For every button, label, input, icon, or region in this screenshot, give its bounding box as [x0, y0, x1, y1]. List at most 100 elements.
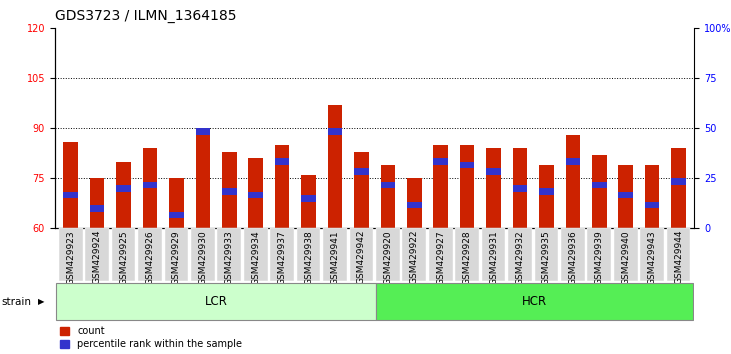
Bar	[645, 202, 659, 208]
Bar	[112, 228, 135, 281]
Bar	[381, 182, 395, 188]
Text: GSM429932: GSM429932	[515, 230, 525, 285]
Text: GSM429943: GSM429943	[648, 230, 656, 285]
Bar	[143, 148, 157, 228]
Bar	[64, 192, 78, 198]
Bar	[169, 178, 183, 228]
Bar	[275, 158, 289, 165]
Text: GSM429933: GSM429933	[224, 230, 234, 285]
Bar	[482, 228, 505, 281]
Bar	[58, 228, 83, 281]
Text: GSM429927: GSM429927	[436, 230, 445, 285]
Bar	[460, 145, 474, 228]
Bar	[429, 228, 452, 281]
Bar	[354, 169, 368, 175]
Text: GSM429941: GSM429941	[330, 230, 339, 285]
Bar	[561, 228, 585, 281]
Bar	[512, 185, 527, 192]
Bar	[539, 165, 553, 228]
Bar	[301, 175, 316, 228]
Bar	[381, 165, 395, 228]
Bar	[116, 185, 131, 192]
Text: GSM429937: GSM429937	[278, 230, 287, 285]
Bar	[222, 188, 237, 195]
Bar	[671, 148, 686, 228]
Bar	[592, 182, 607, 188]
Bar	[244, 228, 268, 281]
Bar	[196, 132, 210, 228]
Text: GSM429935: GSM429935	[542, 230, 551, 285]
Text: GSM429936: GSM429936	[569, 230, 577, 285]
Bar	[169, 212, 183, 218]
Bar	[486, 148, 501, 228]
Text: GSM429923: GSM429923	[67, 230, 75, 285]
Bar	[196, 129, 210, 135]
Bar	[433, 158, 448, 165]
Bar	[539, 188, 553, 195]
Bar	[327, 129, 342, 135]
Text: GSM429938: GSM429938	[304, 230, 313, 285]
Bar	[249, 192, 263, 198]
Bar	[508, 228, 532, 281]
Bar	[618, 192, 633, 198]
Bar	[566, 158, 580, 165]
Bar	[402, 228, 426, 281]
Bar	[275, 145, 289, 228]
Bar	[143, 182, 157, 188]
Text: GSM429931: GSM429931	[489, 230, 498, 285]
Bar	[217, 228, 241, 281]
Text: GSM429922: GSM429922	[410, 230, 419, 284]
Bar	[460, 162, 474, 169]
Bar	[534, 228, 558, 281]
Bar	[614, 228, 637, 281]
Bar	[512, 148, 527, 228]
Text: ▶: ▶	[38, 297, 45, 306]
Bar	[407, 178, 422, 228]
Bar	[323, 228, 347, 281]
Bar	[486, 169, 501, 175]
Text: GSM429930: GSM429930	[198, 230, 208, 285]
Bar	[249, 158, 263, 228]
Text: GSM429944: GSM429944	[674, 230, 683, 284]
Bar	[301, 195, 316, 202]
Bar	[376, 284, 693, 320]
Bar	[86, 228, 109, 281]
Bar	[270, 228, 294, 281]
Bar	[90, 205, 105, 212]
Text: GSM429925: GSM429925	[119, 230, 128, 285]
Bar	[588, 228, 611, 281]
Text: GDS3723 / ILMN_1364185: GDS3723 / ILMN_1364185	[55, 9, 236, 23]
Bar	[566, 135, 580, 228]
Bar	[222, 152, 237, 228]
Text: strain: strain	[1, 297, 31, 307]
Bar	[640, 228, 664, 281]
Bar	[297, 228, 320, 281]
Bar	[592, 155, 607, 228]
Bar	[56, 284, 376, 320]
Bar	[645, 165, 659, 228]
Text: GSM429934: GSM429934	[251, 230, 260, 285]
Text: LCR: LCR	[205, 295, 227, 308]
Bar	[138, 228, 162, 281]
Text: GSM429920: GSM429920	[383, 230, 393, 285]
Bar	[116, 162, 131, 228]
Bar	[327, 105, 342, 228]
Bar	[671, 178, 686, 185]
Bar	[667, 228, 691, 281]
Bar	[407, 202, 422, 208]
Bar	[433, 145, 448, 228]
Bar	[618, 165, 633, 228]
Text: GSM429926: GSM429926	[145, 230, 154, 285]
Bar	[64, 142, 78, 228]
Legend: count, percentile rank within the sample: count, percentile rank within the sample	[60, 326, 242, 349]
Text: GSM429928: GSM429928	[463, 230, 471, 285]
Bar	[191, 228, 215, 281]
Bar	[455, 228, 479, 281]
Text: GSM429929: GSM429929	[172, 230, 181, 285]
Bar	[349, 228, 374, 281]
Text: GSM429924: GSM429924	[93, 230, 102, 284]
Bar	[164, 228, 189, 281]
Bar	[354, 152, 368, 228]
Bar	[376, 228, 400, 281]
Text: GSM429939: GSM429939	[595, 230, 604, 285]
